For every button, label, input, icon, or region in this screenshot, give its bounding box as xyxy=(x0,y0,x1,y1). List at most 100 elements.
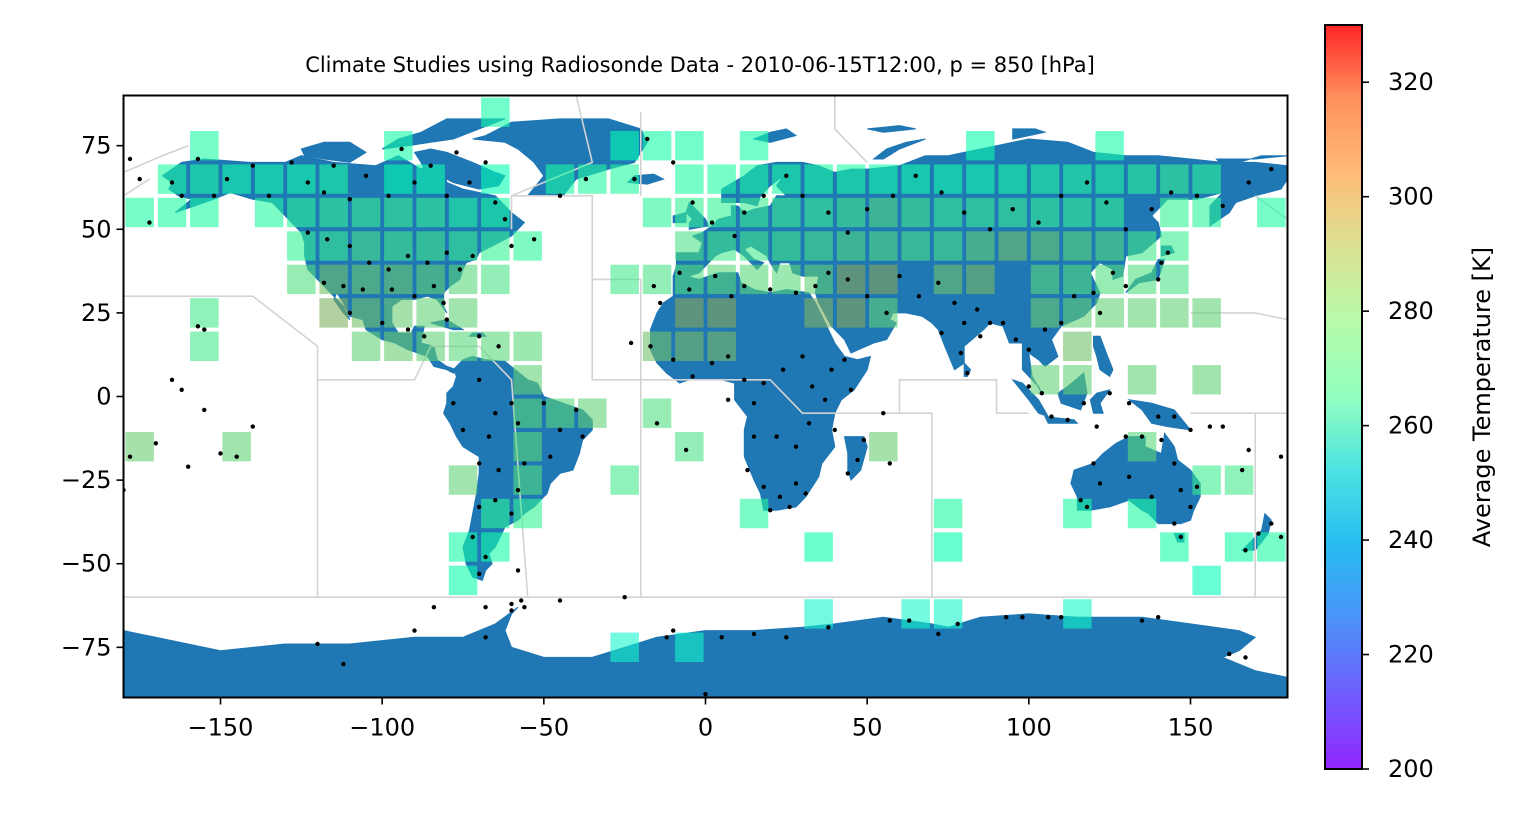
temperature-cell xyxy=(513,432,542,462)
station-marker xyxy=(1010,207,1015,212)
temperature-cell xyxy=(1063,197,1092,228)
temperature-cell xyxy=(1224,532,1254,562)
temperature-cell xyxy=(384,331,413,361)
station-marker xyxy=(813,283,818,289)
station-marker xyxy=(412,628,417,633)
station-marker xyxy=(806,421,812,426)
station-marker xyxy=(541,401,546,406)
station-marker xyxy=(363,173,369,178)
station-marker xyxy=(422,334,427,339)
station-marker xyxy=(829,367,834,372)
temperature-cell xyxy=(513,231,542,261)
temperature-cell xyxy=(1127,298,1157,328)
station-marker xyxy=(477,334,482,339)
station-marker xyxy=(1042,327,1048,332)
temperature-cell xyxy=(416,331,445,361)
boundary-line xyxy=(899,412,933,598)
colorbar-axis: 200 220 240 260 280 300 320 xyxy=(1362,68,1434,783)
station-marker xyxy=(810,384,815,389)
boundary-line xyxy=(898,378,1029,415)
station-marker xyxy=(1156,277,1161,282)
station-marker xyxy=(751,631,757,637)
station-marker xyxy=(671,628,676,633)
temperature-cell xyxy=(1160,264,1189,295)
temperature-cell xyxy=(448,565,478,596)
temperature-cell xyxy=(739,131,769,161)
station-marker xyxy=(470,534,475,540)
temperature-cell xyxy=(869,432,898,462)
chart-title: Climate Studies using Radiosonde Data - … xyxy=(305,53,1095,77)
station-marker xyxy=(454,150,459,155)
station-marker xyxy=(289,160,294,165)
station-marker xyxy=(683,447,689,453)
temperature-cell xyxy=(1127,264,1157,295)
temperature-cell xyxy=(836,231,866,261)
temperature-cell xyxy=(901,599,930,629)
station-marker xyxy=(622,595,627,600)
x-axis: −150 −100 −50 0 50 100 150 xyxy=(188,697,1213,742)
temperature-cell xyxy=(190,298,219,328)
temperature-cell xyxy=(448,298,478,328)
station-marker xyxy=(784,173,789,178)
station-marker xyxy=(477,571,482,576)
station-marker xyxy=(405,253,411,259)
station-marker xyxy=(580,434,585,439)
station-marker xyxy=(729,294,734,299)
station-marker xyxy=(687,287,692,292)
temperature-cell xyxy=(481,498,510,529)
station-marker xyxy=(169,377,175,382)
temperature-cell xyxy=(1095,197,1124,228)
temperature-cell xyxy=(287,231,316,261)
station-marker xyxy=(557,193,563,198)
station-marker xyxy=(1149,207,1154,212)
station-marker xyxy=(347,243,352,249)
station-marker xyxy=(441,300,446,306)
temperature-cell xyxy=(1030,197,1060,228)
temperature-cell xyxy=(1030,264,1060,295)
colorbar-label: Average Temperature [K] xyxy=(1468,247,1496,547)
station-marker xyxy=(1071,294,1077,299)
x-tick-label: 50 xyxy=(852,714,883,742)
temperature-cell xyxy=(1030,231,1060,261)
station-marker xyxy=(761,484,766,489)
temperature-cell xyxy=(610,465,639,495)
station-marker xyxy=(1159,437,1164,443)
temperature-cell xyxy=(287,197,316,228)
temperature-cell xyxy=(869,298,898,328)
temperature-cell xyxy=(772,164,801,194)
station-marker xyxy=(648,344,653,349)
temperature-cell xyxy=(1192,365,1221,395)
temperature-cell xyxy=(481,164,510,194)
temperature-cell xyxy=(481,231,510,261)
station-marker xyxy=(881,411,886,416)
station-marker xyxy=(1243,655,1248,660)
temperature-cell xyxy=(1192,197,1221,228)
station-marker xyxy=(444,193,449,198)
station-marker xyxy=(202,407,207,413)
station-marker xyxy=(845,230,850,235)
temperature-cell xyxy=(448,331,478,361)
station-marker xyxy=(939,190,944,195)
station-marker xyxy=(1059,320,1064,326)
station-marker xyxy=(768,508,773,513)
station-marker xyxy=(483,635,488,640)
temperature-cell xyxy=(869,197,898,228)
station-marker xyxy=(793,444,799,449)
temperature-cell xyxy=(739,498,769,529)
temperature-cell xyxy=(384,298,413,328)
station-marker xyxy=(169,180,175,185)
y-tick-label: −25 xyxy=(61,466,112,494)
temperature-cell xyxy=(836,164,866,194)
boundary-line xyxy=(123,295,319,598)
station-marker xyxy=(493,200,498,205)
temperature-cell xyxy=(513,365,542,395)
y-tick-label: 75 xyxy=(81,132,112,160)
temperature-cell xyxy=(642,131,672,161)
temperature-cell xyxy=(448,197,478,228)
station-marker xyxy=(1220,424,1226,429)
land-polygon xyxy=(1089,388,1111,414)
station-marker xyxy=(654,421,660,426)
station-marker xyxy=(202,327,207,332)
station-marker xyxy=(1084,504,1090,510)
station-marker xyxy=(467,180,472,185)
